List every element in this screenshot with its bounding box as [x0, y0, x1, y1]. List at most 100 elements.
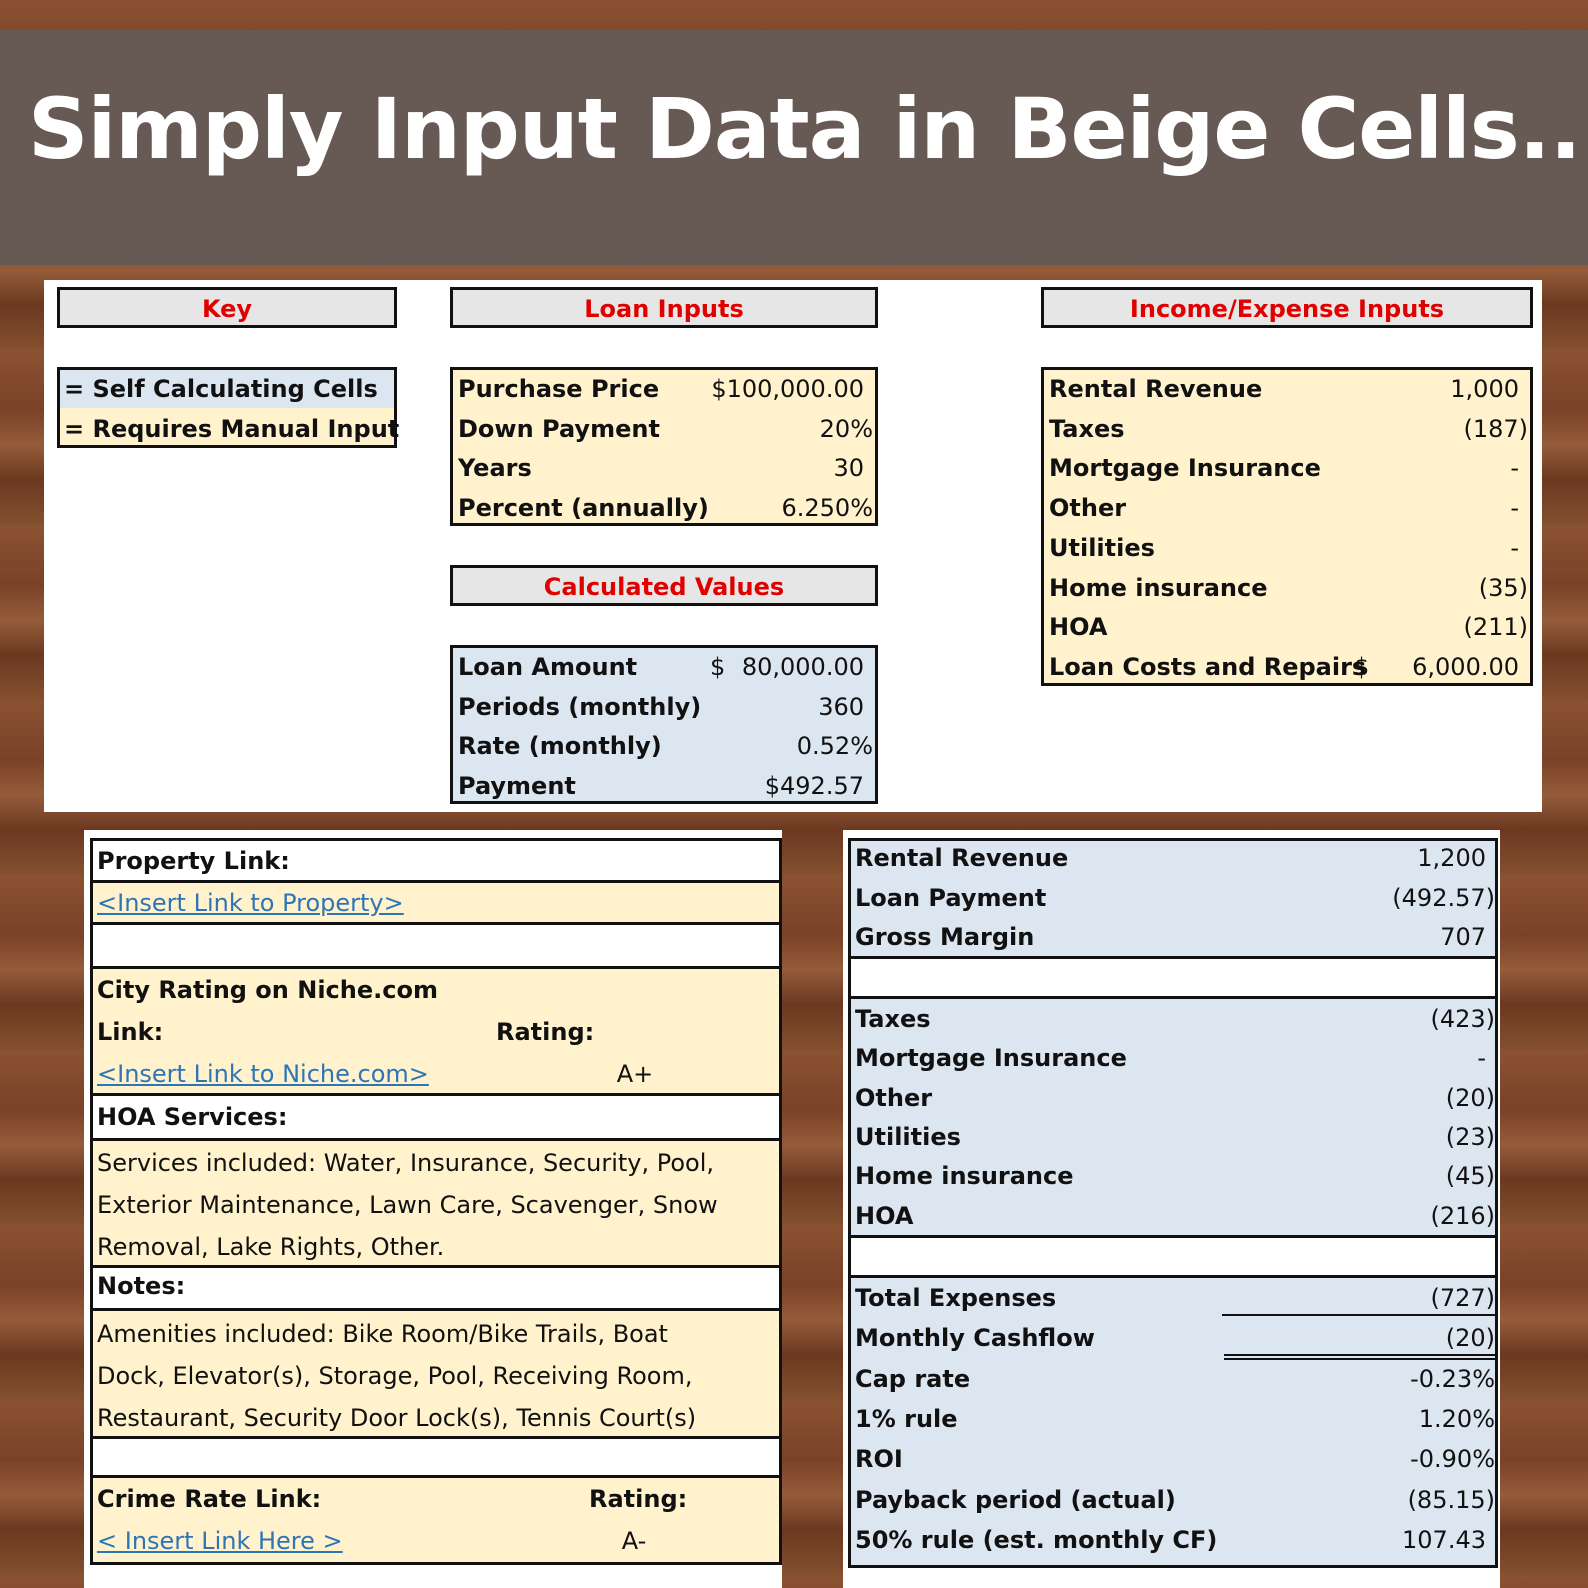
- cell-box: [90, 1308, 782, 1439]
- row-label: Utilities: [855, 1122, 961, 1151]
- row-value: 6,000.00: [1412, 652, 1519, 681]
- row-value: 30: [833, 454, 864, 482]
- field-label: Link:: [97, 1018, 164, 1046]
- cell-box: [848, 838, 1498, 959]
- key-row: = Requires Manual Input: [64, 415, 400, 443]
- row-value: (211): [1463, 613, 1528, 642]
- section-title: Income/Expense Inputs: [1129, 295, 1445, 323]
- field-label: Property Link:: [97, 847, 290, 875]
- row-value: (20): [1445, 1324, 1495, 1353]
- row-value: -: [1510, 454, 1519, 483]
- cell-box: [57, 287, 397, 328]
- cell-box: [90, 1093, 782, 1141]
- row-value: -: [1477, 1044, 1486, 1073]
- section-title: Calculated Values: [543, 573, 785, 601]
- row-label: Rate (monthly): [458, 732, 662, 760]
- row-value: 707: [1440, 923, 1486, 951]
- link[interactable]: < Insert Link Here >: [97, 1527, 343, 1555]
- cell-box: [90, 1138, 782, 1268]
- row-value: 107.43: [1402, 1525, 1486, 1554]
- row-value: -0.90%: [1410, 1445, 1495, 1474]
- row-label: Total Expenses: [855, 1284, 1057, 1312]
- row-label: Loan Payment: [855, 883, 1047, 912]
- cell-box: [90, 1265, 782, 1311]
- row-value: -: [1510, 494, 1519, 523]
- row-value: (35): [1478, 573, 1528, 602]
- row-label: Down Payment: [458, 414, 660, 443]
- header-band: [0, 30, 1588, 265]
- row-label: Taxes: [1049, 414, 1125, 443]
- row-label: Monthly Cashflow: [855, 1324, 1095, 1353]
- row-label: Mortgage Insurance: [855, 1044, 1127, 1073]
- field-label: Rating:: [589, 1485, 688, 1513]
- field-label: Notes:: [97, 1272, 186, 1300]
- cell-box: [90, 922, 782, 969]
- cell-box: [450, 565, 878, 606]
- row-value: 0.52%: [796, 732, 873, 760]
- cell-box: [848, 1235, 1498, 1278]
- row-value: -0.23%: [1410, 1364, 1495, 1393]
- cell-box: [1041, 287, 1533, 328]
- field-label: Crime Rate Link:: [97, 1485, 322, 1513]
- double-underline: [1224, 1354, 1495, 1356]
- row-label: Home insurance: [1049, 573, 1268, 602]
- cell-box: [90, 1436, 782, 1478]
- link[interactable]: <Insert Link to Niche.com>: [97, 1060, 429, 1088]
- section-title: Key: [201, 295, 253, 323]
- row-label: ROI: [855, 1445, 903, 1474]
- row-value: 80,000.00: [741, 653, 864, 681]
- row-label: HOA: [1049, 613, 1108, 642]
- row-value: (423): [1430, 1005, 1495, 1033]
- row-label: Taxes: [855, 1005, 931, 1033]
- row-label: Loan Amount: [458, 653, 638, 681]
- cell-box: [848, 996, 1498, 1238]
- field-label: City Rating on Niche.com: [97, 976, 438, 1004]
- row-value: (23): [1445, 1122, 1495, 1151]
- row-value: (492.57): [1392, 883, 1495, 912]
- double-underline: [1224, 1358, 1495, 1360]
- paragraph-line: Dock, Elevator(s), Storage, Pool, Receiv…: [97, 1362, 693, 1390]
- row-value: (20): [1445, 1083, 1495, 1112]
- row-value: (216): [1430, 1201, 1495, 1230]
- currency: $: [1354, 652, 1370, 681]
- row-label: Rental Revenue: [1049, 375, 1263, 403]
- field-label: HOA Services:: [97, 1103, 288, 1131]
- row-value: (45): [1445, 1162, 1495, 1191]
- row-label: Other: [1049, 494, 1127, 523]
- section-title: Loan Inputs: [584, 295, 744, 323]
- row-label: Other: [855, 1083, 933, 1112]
- link[interactable]: <Insert Link to Property>: [97, 889, 404, 917]
- key-row: = Self Calculating Cells: [64, 375, 378, 403]
- row-label: HOA: [855, 1201, 914, 1230]
- underline: [1222, 1314, 1495, 1316]
- row-value: -: [1510, 533, 1519, 562]
- row-label: 1% rule: [855, 1404, 958, 1433]
- paragraph-line: Exterior Maintenance, Lawn Care, Scaveng…: [97, 1191, 718, 1219]
- rating: A+: [616, 1060, 654, 1088]
- cell-box: [848, 1275, 1498, 1568]
- row-label: Rental Revenue: [855, 844, 1069, 872]
- cell-box: [90, 880, 782, 925]
- row-label: Gross Margin: [855, 923, 1035, 951]
- cell-box: [450, 645, 878, 804]
- cell-box: [1041, 367, 1533, 686]
- paragraph-line: Services included: Water, Insurance, Sec…: [97, 1149, 715, 1177]
- rating: A-: [621, 1527, 647, 1555]
- cell-box: [450, 287, 878, 328]
- row-value: (85.15): [1407, 1485, 1495, 1514]
- paragraph-line: Removal, Lake Rights, Other.: [97, 1233, 445, 1261]
- row-label: Periods (monthly): [458, 692, 702, 721]
- row-label: 50% rule (est. monthly CF): [855, 1525, 1218, 1554]
- cell-box: [90, 1475, 782, 1565]
- row-value: 20%: [819, 414, 873, 443]
- row-label: Purchase Price: [458, 375, 660, 403]
- paragraph-line: Restaurant, Security Door Lock(s), Tenni…: [97, 1404, 697, 1432]
- row-label: Percent (annually): [458, 493, 709, 522]
- cell-fill: [60, 370, 394, 408]
- row-value: 6.250%: [781, 493, 873, 522]
- row-value: (187): [1463, 414, 1528, 443]
- row-value: 1,000: [1450, 375, 1519, 403]
- cell-fill: [60, 408, 394, 445]
- header-title: Simply Input Data in Beige Cells...: [28, 80, 1588, 178]
